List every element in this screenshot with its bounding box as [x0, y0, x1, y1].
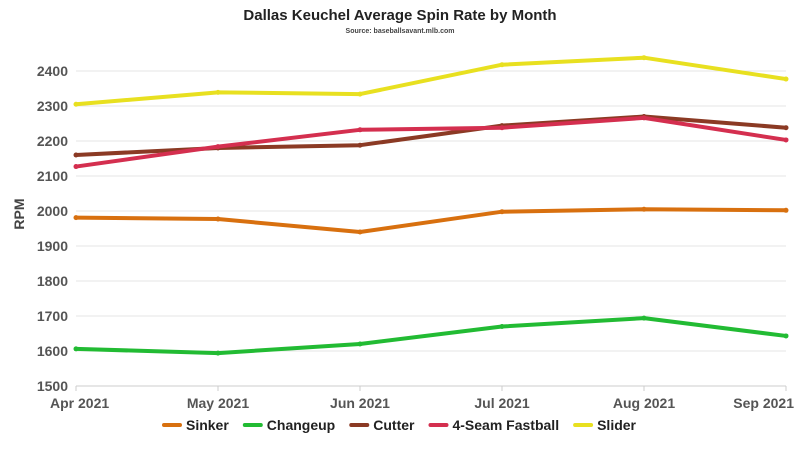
y-tick-label: 1900: [37, 238, 68, 254]
data-point[interactable]: [783, 125, 789, 131]
data-point[interactable]: [641, 315, 647, 321]
data-point[interactable]: [357, 142, 363, 148]
data-point[interactable]: [357, 229, 363, 235]
data-point[interactable]: [641, 206, 647, 212]
legend-item[interactable]: 4-Seam Fastball: [428, 417, 559, 433]
y-tick-label: 2000: [37, 203, 68, 219]
data-point[interactable]: [641, 115, 647, 121]
y-axis-label: RPM: [11, 198, 27, 229]
y-tick-label: 2100: [37, 168, 68, 184]
data-point[interactable]: [73, 215, 79, 221]
gridlines: [76, 70, 786, 352]
data-point[interactable]: [357, 127, 363, 133]
legend-label: Sinker: [186, 417, 229, 433]
data-point[interactable]: [499, 209, 505, 215]
y-tick-label: 2400: [37, 63, 68, 79]
chart-subtitle: Source: baseballsavant.mlb.com: [346, 28, 455, 35]
data-point[interactable]: [215, 216, 221, 222]
data-point[interactable]: [357, 341, 363, 347]
data-point[interactable]: [783, 76, 789, 82]
data-point[interactable]: [783, 207, 789, 213]
legend-item[interactable]: Slider: [573, 417, 637, 433]
x-tick-label: Jul 2021: [474, 395, 529, 411]
axes: 1500 1600 1700 1800 1900 2000 2100 2200 2300 2400…: [37, 63, 794, 411]
series-line-4-seam-fastball[interactable]: [74, 115, 788, 169]
legend-item[interactable]: Sinker: [161, 417, 229, 433]
legend-label: Changeup: [267, 417, 335, 433]
data-point[interactable]: [73, 101, 79, 107]
x-tick-label: Aug 2021: [613, 395, 675, 411]
y-tick-label: 2200: [37, 133, 68, 149]
x-tick-label: Sep 2021: [733, 395, 794, 411]
data-point[interactable]: [215, 144, 221, 150]
legend-item[interactable]: Cutter: [349, 417, 415, 433]
y-tick-label: 1600: [37, 343, 68, 359]
data-point[interactable]: [215, 89, 221, 95]
data-point[interactable]: [783, 137, 789, 143]
data-point[interactable]: [73, 346, 79, 352]
x-tick-label: Apr 2021: [50, 395, 109, 411]
series-line-slider[interactable]: [74, 55, 788, 107]
data-point[interactable]: [783, 333, 789, 339]
data-point[interactable]: [499, 125, 505, 131]
chart-title: Dallas Keuchel Average Spin Rate by Mont…: [243, 7, 556, 24]
y-tick-label: 1700: [37, 308, 68, 324]
data-point[interactable]: [215, 350, 221, 356]
y-tick-label: 1800: [37, 273, 68, 289]
series-lines: [73, 55, 789, 356]
data-point[interactable]: [357, 91, 363, 97]
data-point[interactable]: [641, 55, 647, 61]
data-point[interactable]: [499, 62, 505, 68]
legend[interactable]: Sinker Changeup Cutter 4-Seam Fastball Slide…: [161, 417, 637, 433]
data-point[interactable]: [73, 152, 79, 158]
x-tick-label: May 2021: [187, 395, 249, 411]
y-tick-label: 1500: [37, 378, 68, 394]
legend-label: Cutter: [373, 417, 415, 433]
data-point[interactable]: [499, 324, 505, 329]
series-line-sinker[interactable]: [74, 207, 788, 234]
legend-label: Slider: [597, 417, 636, 433]
data-point[interactable]: [73, 164, 79, 170]
x-tick-label: Jun 2021: [330, 395, 390, 411]
series-line-changeup[interactable]: [74, 316, 788, 356]
legend-label: 4-Seam Fastball: [452, 417, 559, 433]
legend-item[interactable]: Changeup: [242, 417, 335, 433]
y-tick-label: 2300: [37, 98, 68, 114]
